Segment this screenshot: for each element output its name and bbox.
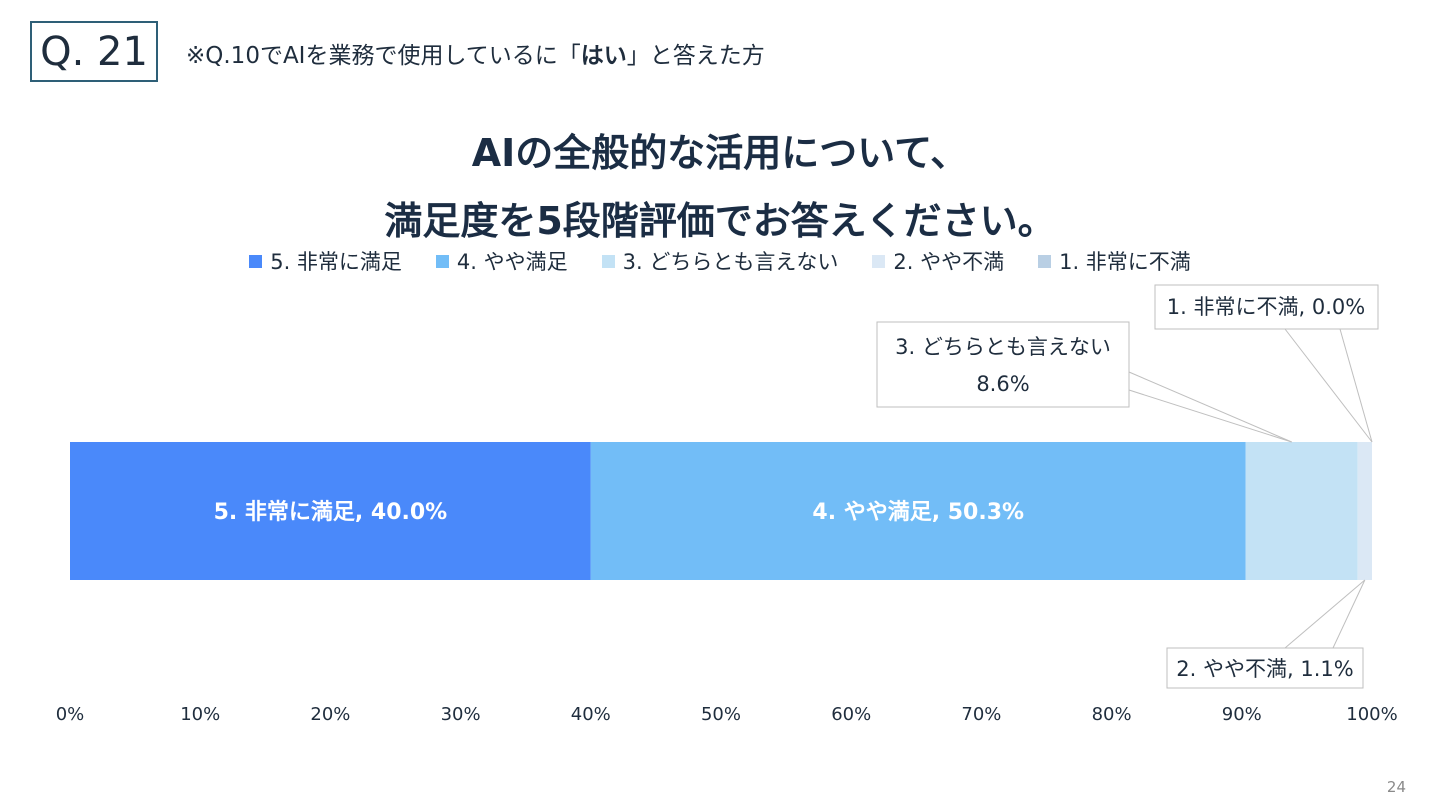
x-tick-label: 80% [1092, 704, 1132, 725]
callout-leader-1b [1339, 328, 1373, 443]
x-tick-label: 70% [961, 704, 1001, 725]
bar-segment-4 [590, 442, 1246, 580]
chart-title-line-1: AIの全般的な活用について、 [471, 131, 969, 175]
x-tick-label: 30% [441, 704, 481, 725]
legend-label-5: 5. 非常に満足 [270, 250, 402, 274]
x-tick-label: 60% [831, 704, 871, 725]
x-tick-label: 90% [1222, 704, 1262, 725]
callout-leader-3a [1128, 371, 1292, 443]
legend-label-2: 2. やや不満 [893, 250, 1005, 274]
legend-item-4: 4. やや満足 [435, 246, 568, 276]
legend-item-3: 3. どちらとも言えない [601, 246, 839, 276]
callout-box-2 [1166, 647, 1364, 689]
callout-leader-2b [1332, 579, 1366, 649]
x-tick-label: 100% [1346, 704, 1397, 725]
callout-label-3-line2: 8.6% [976, 372, 1029, 396]
question-number: Q. 21 [40, 28, 148, 75]
callout-leader-3b [1128, 389, 1292, 443]
subtitle-post: 」と答えた方 [626, 43, 765, 69]
legend-swatch-5 [249, 254, 263, 268]
x-tick-label: 10% [180, 704, 220, 725]
bar-segment-5 [70, 442, 591, 580]
legend-swatch-3 [601, 254, 615, 268]
x-tick-label: 0% [56, 704, 85, 725]
bar-label-4: 4. やや満足, 50.3% [812, 499, 1024, 525]
legend-label-1: 1. 非常に不満 [1059, 250, 1191, 274]
x-tick-label: 50% [701, 704, 741, 725]
subtitle-pre: ※Q.10でAIを業務で使用しているに「 [186, 43, 581, 69]
callout-label-2: 2. やや不満, 1.1% [1176, 657, 1353, 681]
question-number-box: Q. 21 [30, 21, 158, 82]
callout-label-3-line1: 3. どちらとも言えない [895, 335, 1111, 359]
callout-label-1: 1. 非常に不満, 0.0% [1167, 295, 1365, 319]
legend-swatch-1 [1038, 254, 1052, 268]
legend-swatch-2 [872, 254, 886, 268]
callout-leader-2a [1284, 579, 1366, 649]
callout-box-3 [876, 321, 1130, 408]
subtitle-bold: はい [580, 43, 627, 69]
legend-swatch-4 [435, 254, 449, 268]
chart-title-line-2: 満足度を5段階評価でお答えください。 [384, 199, 1056, 243]
bar-segment-3 [1245, 442, 1358, 580]
x-tick-label: 20% [310, 704, 350, 725]
legend-item-2: 2. やや不満 [872, 246, 1004, 276]
callout-leader-1a [1284, 328, 1373, 443]
page-number: 24 [1386, 778, 1406, 796]
legend-item-5: 5. 非常に満足 [249, 246, 402, 276]
callout-box-1 [1154, 284, 1379, 330]
chart-legend: 5. 非常に満足 4. やや満足 3. どちらとも言えない 2. やや不満 1.… [0, 246, 1440, 276]
question-subtitle: ※Q.10でAIを業務で使用しているに「はい」と答えた方 [186, 36, 765, 70]
legend-label-3: 3. どちらとも言えない [622, 250, 839, 274]
x-tick-label: 40% [571, 704, 611, 725]
legend-label-4: 4. やや満足 [456, 250, 568, 274]
stacked-bar-chart: 5. 非常に満足, 40.0% 4. やや満足, 50.3% 3. どちらとも言えな… [56, 284, 1398, 725]
bar-label-5: 5. 非常に満足, 40.0% [214, 499, 448, 525]
bar-segment-2 [1357, 442, 1372, 580]
legend-item-1: 1. 非常に不満 [1038, 246, 1191, 276]
